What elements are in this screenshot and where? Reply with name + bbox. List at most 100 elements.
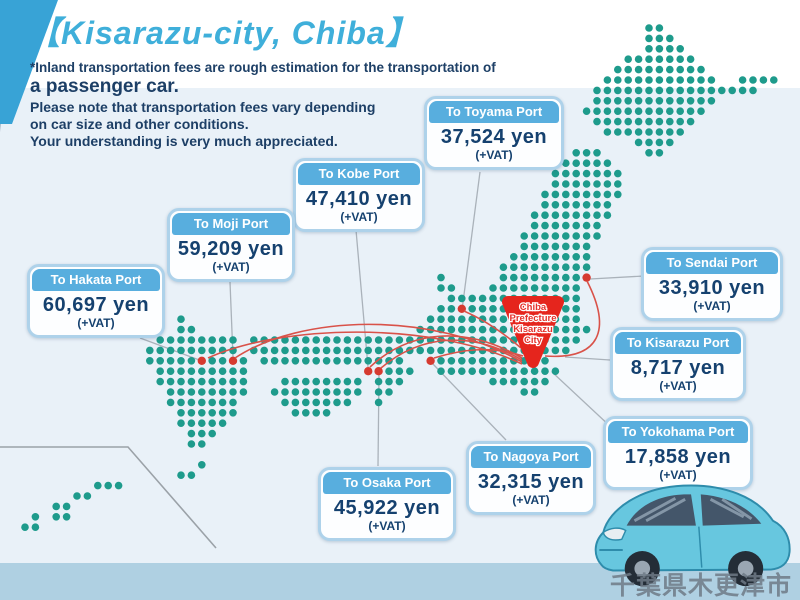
map-dot: [676, 55, 684, 63]
map-dot: [489, 294, 497, 303]
map-dot: [530, 232, 539, 240]
map-dot: [177, 325, 185, 334]
map-dot: [104, 481, 112, 490]
map-dot: [31, 513, 40, 521]
map-dot: [395, 377, 404, 386]
map-dot: [520, 284, 528, 292]
map-dot: [198, 429, 206, 438]
map-dot: [676, 107, 684, 115]
map-dot: [166, 377, 175, 386]
map-dot: [603, 159, 612, 167]
map-dot: [551, 336, 560, 344]
car-body: [594, 484, 791, 572]
map-dot: [551, 367, 560, 376]
map-dot: [458, 315, 466, 324]
map-dot: [593, 190, 601, 199]
map-dot: [572, 211, 580, 219]
map-dot: [541, 284, 549, 292]
map-dot: [686, 97, 695, 105]
map-dot: [738, 86, 747, 95]
map-dot: [177, 409, 185, 417]
map-dot: [291, 346, 300, 355]
map-dot: [738, 76, 747, 84]
map-dot: [582, 242, 591, 251]
map-dot: [541, 273, 549, 282]
map-dot: [530, 388, 539, 396]
port-vat-note: (+VAT): [693, 298, 731, 313]
map-dot: [187, 419, 196, 428]
map-dot: [187, 346, 196, 355]
map-dot: [551, 284, 560, 292]
map-dot: [260, 357, 269, 365]
map-dot: [614, 65, 622, 74]
map-dot: [478, 357, 487, 365]
map-dot: [229, 367, 237, 376]
map-dot: [322, 377, 331, 386]
map-dot: [697, 107, 705, 115]
map-dot: [208, 377, 216, 386]
map-dot: [645, 138, 653, 147]
map-dot: [655, 117, 664, 126]
map-dot: [572, 149, 580, 157]
map-dot: [572, 242, 580, 251]
map-dot: [697, 86, 705, 95]
map-dot: [166, 388, 175, 396]
map-dot: [562, 221, 570, 230]
map-dot: [655, 24, 664, 32]
map-dot: [177, 357, 185, 365]
map-dot: [676, 86, 684, 95]
map-dot: [624, 86, 632, 95]
port-location-dot: [364, 367, 373, 376]
map-dot: [562, 211, 570, 219]
map-dot: [614, 169, 622, 178]
map-dot: [582, 107, 591, 115]
map-dot: [551, 273, 560, 282]
map-dot: [572, 273, 580, 282]
map-dot: [187, 398, 196, 407]
map-dot: [634, 128, 643, 136]
map-dot: [312, 357, 321, 365]
map-dot: [510, 252, 518, 261]
map-dot: [343, 377, 352, 386]
map-dot: [614, 107, 622, 115]
map-dot: [593, 97, 601, 105]
map-dot: [364, 346, 373, 355]
map-dot: [322, 398, 331, 407]
map-dot: [281, 388, 289, 396]
map-dot: [520, 242, 528, 251]
port-price: 17,858 yen: [624, 445, 732, 468]
map-dot: [489, 336, 497, 344]
port-price: 59,209 yen: [177, 237, 285, 260]
map-dot: [686, 107, 695, 115]
map-dot: [645, 24, 653, 32]
map-dot: [510, 377, 518, 386]
map-dot: [458, 294, 466, 303]
map-dot: [562, 263, 570, 272]
map-dot: [208, 346, 216, 355]
map-dot: [62, 513, 71, 521]
map-dot: [614, 190, 622, 199]
map-dot: [187, 377, 196, 386]
note-line-5: Your understanding is very much apprecia…: [30, 133, 338, 149]
map-dot: [676, 76, 684, 84]
map-dot: [582, 221, 591, 230]
map-dot: [218, 409, 227, 417]
map-dot: [499, 325, 508, 334]
map-dot: [530, 284, 539, 292]
map-dot: [322, 409, 331, 417]
map-dot: [562, 305, 570, 313]
map-dot: [572, 252, 580, 261]
map-dot: [655, 55, 664, 63]
map-dot: [322, 346, 331, 355]
map-dot: [603, 107, 612, 115]
map-dot: [291, 357, 300, 365]
map-dot: [562, 252, 570, 261]
port-price: 47,410 yen: [305, 187, 413, 210]
map-dot: [624, 65, 632, 74]
map-dot: [666, 97, 674, 105]
map-dot: [624, 128, 632, 136]
map-dot: [562, 201, 570, 209]
port-callout-kobe: To Kobe Port 47,410 yen (+VAT): [293, 158, 425, 232]
map-dot: [541, 263, 549, 272]
